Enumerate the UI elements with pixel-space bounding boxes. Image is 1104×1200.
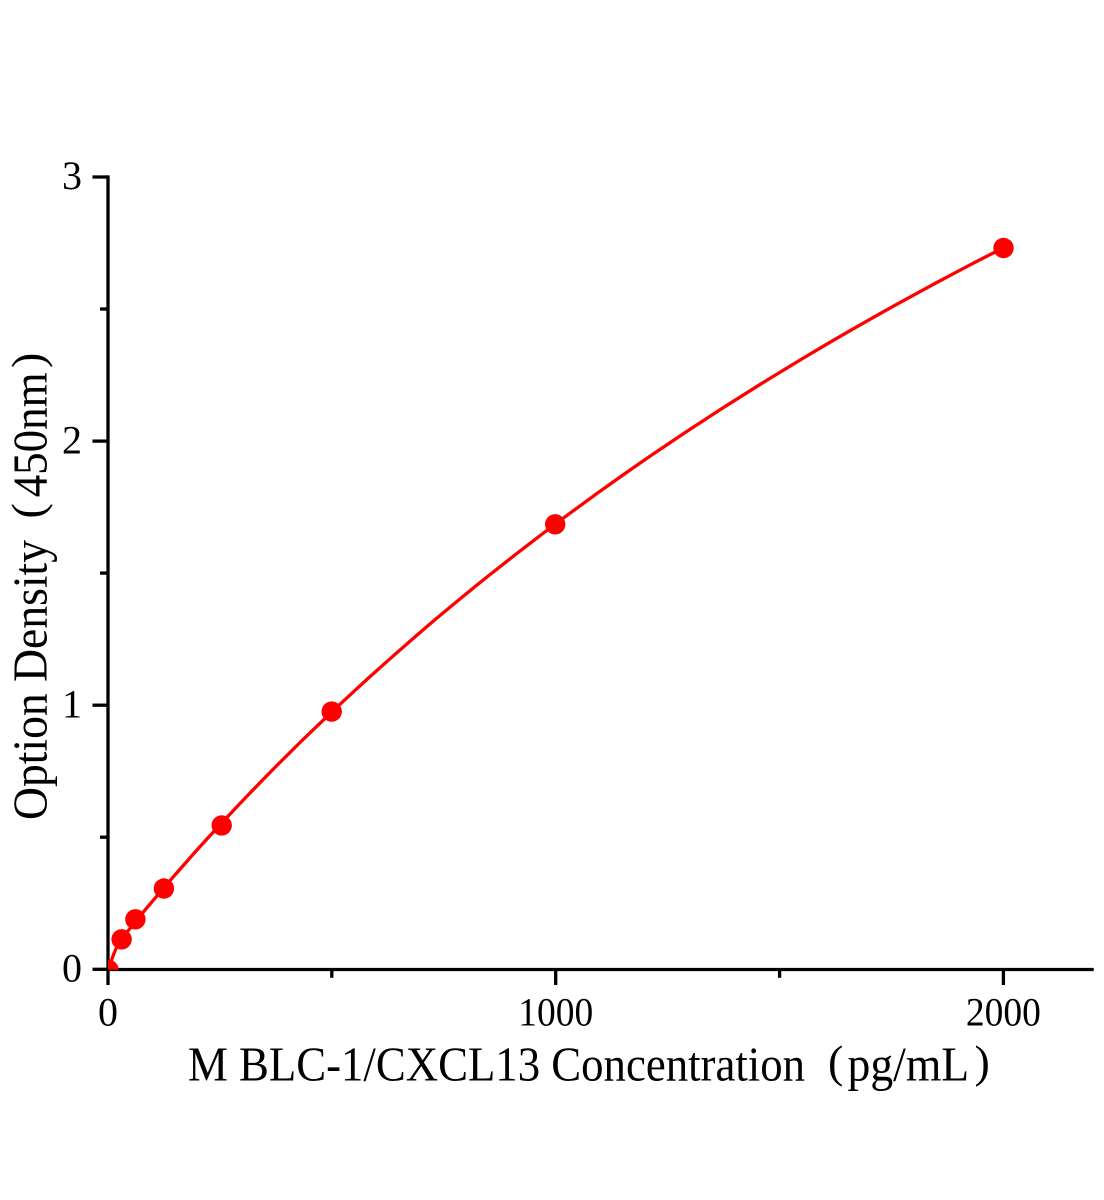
svg-text:1: 1 bbox=[62, 681, 82, 726]
svg-text:2: 2 bbox=[62, 417, 82, 462]
svg-text:1000: 1000 bbox=[518, 989, 593, 1034]
svg-text:Option Density ( 450nm: Option Density ( 450nm ) bbox=[0, 353, 57, 820]
svg-text:2000: 2000 bbox=[966, 989, 1041, 1034]
svg-text:3: 3 bbox=[62, 153, 82, 198]
svg-text:M BLC-1/CXCL13 Concentration: M BLC-1/CXCL13 Concentration ( pg/mL ) bbox=[188, 1033, 990, 1092]
svg-text:0: 0 bbox=[62, 946, 82, 991]
svg-text:0: 0 bbox=[98, 989, 118, 1034]
